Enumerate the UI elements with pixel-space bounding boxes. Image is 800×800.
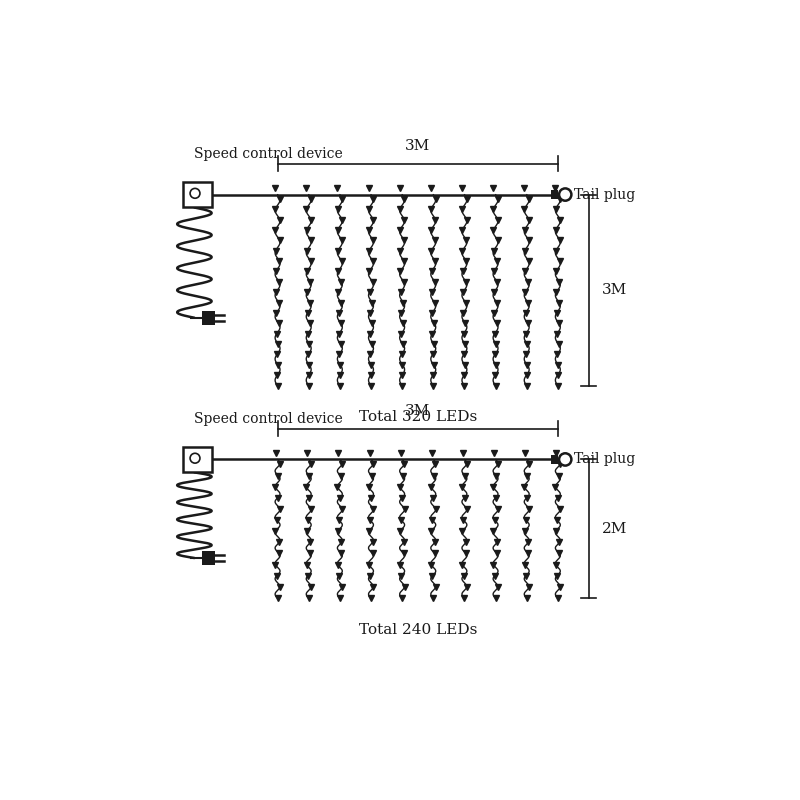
Text: 3M: 3M: [602, 283, 627, 297]
Text: Total 320 LEDs: Total 320 LEDs: [358, 410, 477, 424]
Text: Speed control device: Speed control device: [194, 411, 343, 426]
Circle shape: [559, 454, 571, 466]
Text: 3M: 3M: [405, 138, 430, 153]
Text: Speed control device: Speed control device: [194, 146, 343, 161]
Text: Tail plug: Tail plug: [574, 453, 636, 466]
Bar: [202, 551, 214, 565]
Text: 2M: 2M: [602, 522, 627, 536]
Bar: [551, 455, 558, 464]
Text: Total 240 LEDs: Total 240 LEDs: [358, 622, 477, 637]
Circle shape: [190, 188, 200, 198]
Bar: [182, 182, 212, 207]
Circle shape: [190, 454, 200, 463]
Circle shape: [559, 189, 571, 201]
Bar: [202, 311, 214, 325]
Bar: [551, 190, 558, 199]
Text: 3M: 3M: [405, 403, 430, 418]
Bar: [182, 446, 212, 472]
Text: Tail plug: Tail plug: [574, 187, 636, 202]
